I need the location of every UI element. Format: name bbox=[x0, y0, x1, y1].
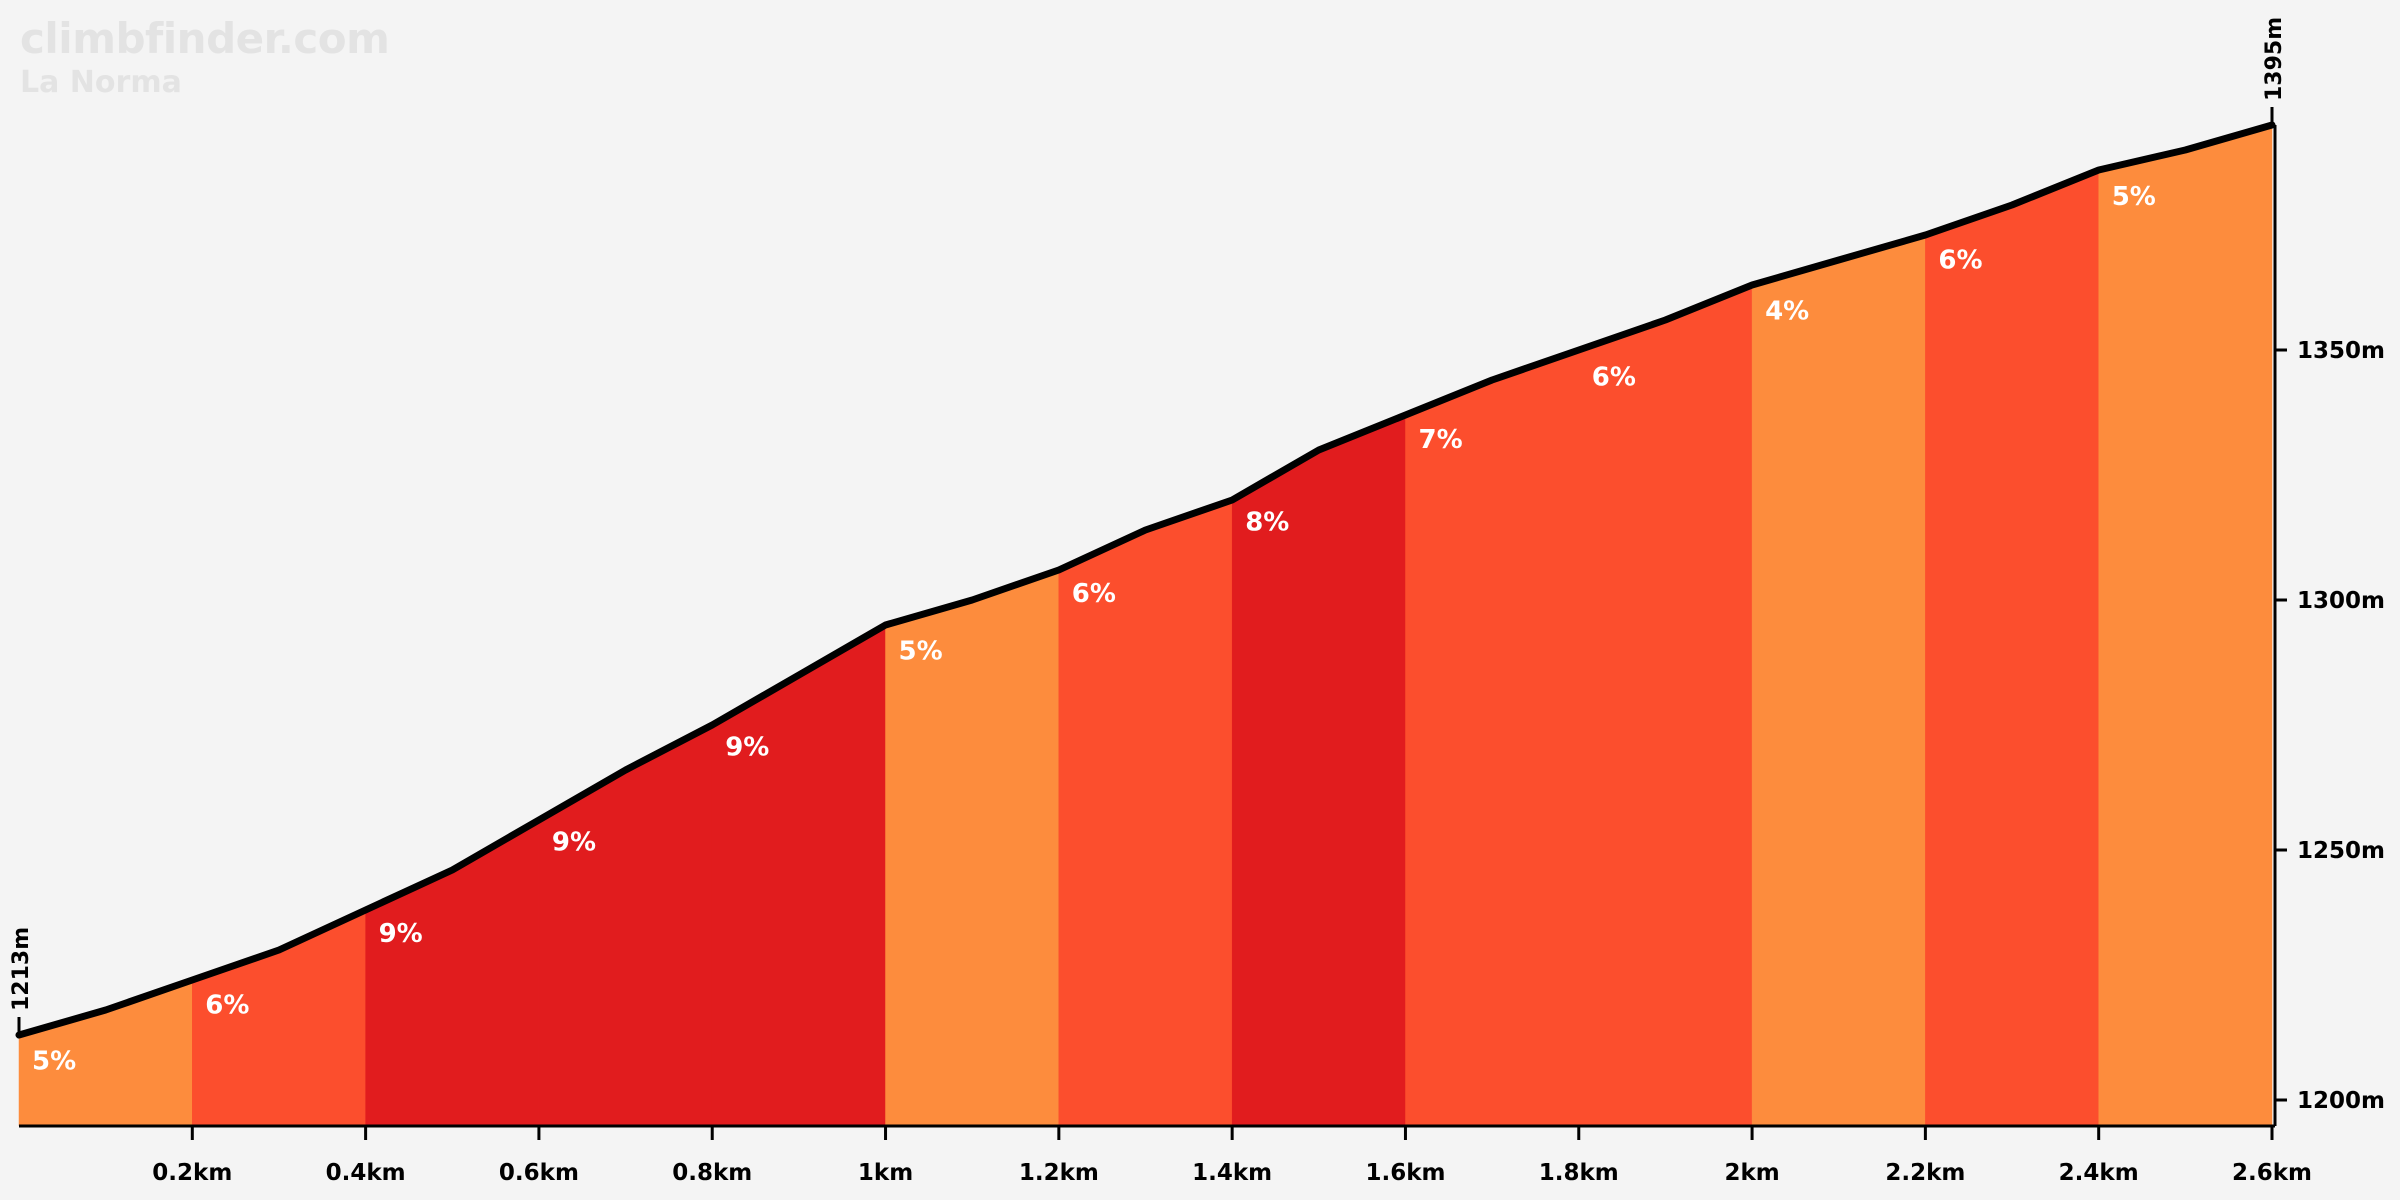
y-tick-label: 1200m bbox=[2297, 1088, 2385, 1114]
y-axis: 1200m 1250m 1300m 1350m bbox=[2273, 125, 2385, 1126]
grade-band bbox=[1925, 169, 2099, 1127]
x-tick-label: 1km bbox=[858, 1160, 913, 1186]
grade-band bbox=[1405, 284, 1753, 1127]
grade-band bbox=[365, 819, 540, 1127]
end-elevation-label: 1395m bbox=[2262, 17, 2287, 101]
x-tick-label: 2km bbox=[1724, 1160, 1779, 1186]
grade-band bbox=[711, 624, 886, 1127]
x-tick-label: 2.4km bbox=[2059, 1160, 2139, 1186]
x-axis: 0.2km 0.4km 0.6km 0.8km 1km 1.2km 1.4km 1.6km 1.… bbox=[19, 1124, 2312, 1186]
y-tick-label: 1350m bbox=[2297, 338, 2385, 364]
grade-label: 5% bbox=[2112, 182, 2156, 212]
grade-label: 5% bbox=[32, 1046, 76, 1076]
grade-label: 9% bbox=[379, 919, 423, 949]
x-tick-label: 0.8km bbox=[672, 1160, 752, 1186]
grade-label: 9% bbox=[552, 828, 596, 858]
y-tick-label: 1250m bbox=[2297, 838, 2385, 864]
grade-label: 4% bbox=[1765, 296, 1809, 326]
grade-label: 6% bbox=[1592, 363, 1636, 393]
grade-label: 8% bbox=[1245, 508, 1289, 538]
grade-band bbox=[1751, 234, 1926, 1127]
x-tick-label: 1.2km bbox=[1019, 1160, 1099, 1186]
x-tick-label: 2.6km bbox=[2232, 1160, 2312, 1186]
site-name: climbfinder.com bbox=[20, 14, 390, 63]
x-tick-label: 1.6km bbox=[1365, 1160, 1445, 1186]
grade-label: 6% bbox=[205, 991, 249, 1021]
start-elevation-marker: 1213m bbox=[9, 927, 34, 1035]
x-tick-label: 1.8km bbox=[1539, 1160, 1619, 1186]
x-tick-label: 2.2km bbox=[1885, 1160, 1965, 1186]
grade-label: 9% bbox=[725, 733, 769, 763]
branding: climbfinder.com La Norma bbox=[20, 14, 390, 100]
x-tick-label: 0.6km bbox=[499, 1160, 579, 1186]
grade-label: 6% bbox=[1938, 246, 1982, 276]
grade-label: 7% bbox=[1419, 425, 1463, 455]
x-tick-label: 1.4km bbox=[1192, 1160, 1272, 1186]
grade-label: 6% bbox=[1072, 579, 1116, 609]
x-tick-label: 0.2km bbox=[152, 1160, 232, 1186]
grade-band bbox=[538, 724, 713, 1127]
climb-name: La Norma bbox=[20, 65, 182, 100]
end-elevation-marker: 1395m bbox=[2262, 17, 2287, 125]
grade-band bbox=[2098, 124, 2273, 1127]
grade-labels: 5% 6% 9% 9% 9% 5% 6% 8% 7% 6% 4% 6% 5% bbox=[32, 182, 2156, 1076]
x-tick-label: 0.4km bbox=[326, 1160, 406, 1186]
y-tick-label: 1300m bbox=[2297, 588, 2385, 614]
start-elevation-label: 1213m bbox=[9, 927, 34, 1011]
grade-bands bbox=[18, 124, 2273, 1127]
grade-label: 5% bbox=[899, 636, 943, 666]
profile-line bbox=[15, 121, 2276, 1039]
